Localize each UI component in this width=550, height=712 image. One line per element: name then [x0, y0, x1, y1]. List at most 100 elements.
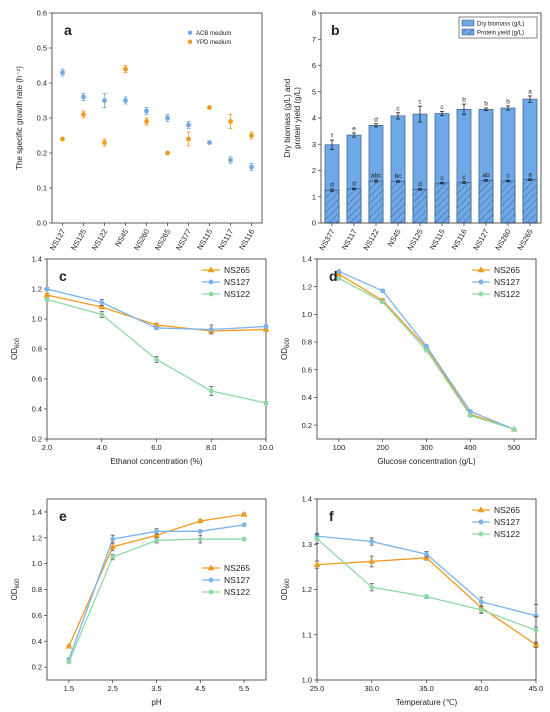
y-tick-label: 0.3: [37, 114, 47, 123]
data-point: [123, 98, 128, 103]
series-line-ns122: [68, 538, 245, 663]
x-tick-label: 40.0: [474, 684, 489, 693]
y-tick-label: 0.4: [37, 79, 47, 88]
y-tick-label: 0.4: [32, 637, 42, 646]
y-tick-label: 1.4: [32, 508, 42, 517]
bar-protein-yield: [324, 189, 340, 224]
data-point: [66, 659, 72, 665]
x-axis-label: Temperature (℃): [396, 698, 458, 707]
x-tick-label: 500: [508, 443, 521, 452]
series-line-ns265: [316, 557, 537, 646]
x-tick-label: 1.5: [64, 684, 74, 693]
data-point: [60, 136, 65, 142]
subscript: 600: [285, 337, 291, 348]
legend-swatch-protein: [461, 28, 475, 36]
legend-marker: [477, 506, 485, 513]
data-point: [186, 122, 191, 128]
significance-letter: d: [330, 182, 334, 189]
panel-letter: e: [59, 508, 67, 524]
legend-marker: [207, 266, 215, 273]
x-tick-label: NS127: [471, 228, 490, 252]
data-point: [263, 324, 269, 329]
legend-label: ACB medium: [196, 31, 231, 37]
y-axis-label: OD600: [10, 337, 21, 360]
y-tick-label: 1.2: [32, 533, 42, 542]
x-tick-label: 3.5: [151, 684, 161, 693]
x-tick-label: 6.0: [151, 443, 161, 452]
y-tick-label: 0.6: [302, 365, 312, 374]
legend-label: NS265: [494, 505, 520, 515]
panel-d: 0.2 0.4 0.6 0.8 1.0 1.2 1.4 100 200 300 400 500 Gluc…: [280, 255, 537, 466]
x-tick-label: NS122: [90, 228, 109, 252]
y-tick-label: 1.4: [302, 255, 312, 264]
data-point: [249, 164, 254, 170]
x-tick-label: 5.5: [239, 684, 249, 693]
data-point: [44, 286, 50, 292]
panel-letter: c: [59, 268, 67, 284]
data-point: [154, 357, 159, 362]
x-tick-label: NS125: [405, 228, 424, 252]
significance-letter: b: [462, 97, 466, 104]
panel-e: 0.2 0.4 0.6 0.8 1.0 1.2 1.4 1.5 2.5 3.5 4.5 5.5 pH OD…: [10, 498, 267, 707]
x-tick-label: 45.0: [529, 684, 544, 693]
y-tick-label: 6: [312, 61, 316, 70]
data-point: [99, 312, 105, 317]
data-point: [196, 517, 204, 524]
y-tick-label: 0.8: [32, 345, 42, 354]
data-point: [102, 140, 107, 145]
legend-marker: [478, 519, 484, 525]
significance-letter: f: [331, 133, 333, 140]
bar-protein-yield: [500, 180, 516, 224]
legend-label: NS265: [224, 265, 250, 275]
panel-letter: b: [331, 22, 340, 38]
y-tick-label: 0.1: [37, 184, 47, 193]
y-tick-label: 8: [312, 9, 316, 18]
legend-label: NS127: [494, 277, 520, 287]
legend-label: NS127: [224, 575, 250, 585]
x-tick-label: NS115: [428, 228, 447, 252]
x-tick-label: NS127: [48, 228, 67, 252]
y-tick-label: 1.0: [302, 310, 312, 319]
y-tick-label: 0.0: [37, 219, 47, 228]
y-tick-label: 0.6: [37, 9, 47, 18]
data-point: [369, 539, 375, 544]
legend-label: NS265: [224, 563, 250, 573]
legend-swatch-dry-biomass: [461, 19, 475, 27]
data-point: [44, 297, 50, 302]
data-point: [110, 536, 116, 542]
bar-protein-yield: [390, 181, 406, 224]
bar-protein-yield: [346, 188, 362, 224]
y-tick-label: 1.3: [302, 540, 312, 549]
legend-marker: [208, 589, 214, 595]
legend-label: NS122: [494, 529, 520, 539]
significance-letter: abc: [371, 172, 382, 179]
x-tick-label: 200: [376, 443, 389, 452]
legend-label: NS265: [494, 265, 520, 275]
data-point: [81, 94, 86, 100]
y-tick-label: 0.5: [37, 44, 47, 53]
y-tick-label: 0: [312, 219, 316, 228]
data-point: [165, 115, 170, 121]
y-axis-label: OD600: [280, 578, 291, 601]
data-point: [336, 275, 342, 281]
x-tick-label: 400: [464, 443, 477, 452]
x-tick-label: 4.5: [195, 684, 205, 693]
legend-marker: [478, 291, 484, 297]
data-point: [369, 584, 375, 590]
data-point: [467, 413, 473, 418]
y-tick-label: 0.4: [302, 393, 312, 402]
significance-letter: c: [506, 173, 510, 180]
x-tick-label: NS125: [69, 228, 88, 252]
x-tick-label: NS265: [153, 228, 172, 252]
bar-protein-yield: [412, 189, 428, 224]
x-tick-label: 4.0: [97, 443, 107, 452]
y-tick-label: 0.2: [32, 663, 42, 672]
legend-marker: [478, 531, 484, 537]
bar-protein-yield: [456, 182, 472, 224]
data-point: [154, 537, 159, 543]
data-point: [241, 522, 247, 528]
panel-c: 0.2 0.4 0.6 0.8 1.0 1.2 1.4 2.0 4.0 6.0 8.0 10.0 Eth…: [10, 255, 273, 466]
legend-label: Dry biomass (g/L): [477, 22, 524, 28]
y-tick-label: 1.0: [32, 559, 42, 568]
panel-letter: f: [329, 508, 334, 524]
